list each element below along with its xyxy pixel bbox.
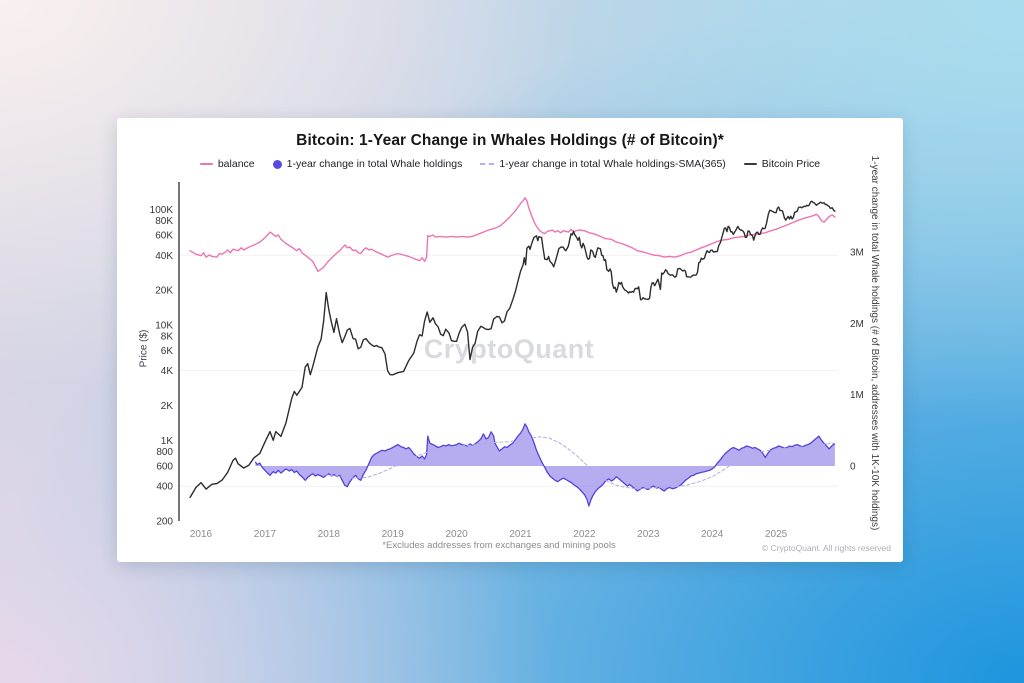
x-axis-tick-label: 2019 xyxy=(382,529,405,540)
chart-card: Bitcoin: 1-Year Change in Whales Holding… xyxy=(117,118,903,562)
left-axis-tick-label: 6K xyxy=(161,346,174,357)
legend-item-label: balance xyxy=(217,158,255,170)
right-axis-tick-label: 1M xyxy=(850,390,864,401)
left-axis-tick-label: 800 xyxy=(156,447,173,458)
chart-title: Bitcoin: 1-Year Change in Whales Holding… xyxy=(296,132,724,149)
x-axis-tick-label: 2025 xyxy=(765,529,788,540)
x-axis-tick-label: 2016 xyxy=(190,529,213,540)
legend-dot-icon xyxy=(272,159,282,169)
x-axis-tick-label: 2021 xyxy=(509,529,532,540)
x-axis-tick-label: 2017 xyxy=(254,529,277,540)
x-axis-tick-label: 2018 xyxy=(318,529,341,540)
legend-item[interactable]: balance xyxy=(199,158,255,170)
whale-change-sma-line xyxy=(318,436,836,490)
right-axis-tick-label: 2M xyxy=(850,319,864,330)
bitcoin-price-line xyxy=(189,200,836,499)
right-axis-tick-label: 0 xyxy=(850,462,856,473)
legend-item[interactable]: Bitcoin Price xyxy=(743,158,821,170)
x-axis-tick-label: 2020 xyxy=(445,529,468,540)
copyright-notice: © CryptoQuant. All rights reserved xyxy=(761,543,891,553)
x-axis-tick-label: 2024 xyxy=(701,529,724,540)
x-axis-tick-label: 2022 xyxy=(573,529,596,540)
chart-legend: balance 1-year change in total Whale hold… xyxy=(117,158,903,170)
cryptoquant-watermark: CryptoQuant xyxy=(423,334,595,364)
legend-item-label: 1-year change in total Whale holdings xyxy=(286,158,463,170)
left-axis-tick-label: 60K xyxy=(155,230,173,241)
legend-dashed-line-icon xyxy=(480,163,495,165)
right-axis-tick-label: 3M xyxy=(850,248,864,259)
left-axis-tick-label: 1K xyxy=(161,436,174,447)
x-axis-tick-label: 2023 xyxy=(637,529,660,540)
legend-item-label: Bitcoin Price xyxy=(761,158,821,170)
legend-line-icon xyxy=(199,163,213,165)
legend-item[interactable]: 1-year change in total Whale holdings-SM… xyxy=(480,158,726,170)
chart-footnote: *Excludes addresses from exchanges and m… xyxy=(382,540,616,551)
left-axis-tick-label: 8K xyxy=(161,332,174,343)
legend-item-label: 1-year change in total Whale holdings-SM… xyxy=(499,158,726,170)
left-axis-tick-label: 20K xyxy=(155,286,173,297)
left-axis-title: Price ($) xyxy=(138,329,150,368)
balance-line xyxy=(189,197,836,273)
whale-change-area xyxy=(255,423,835,506)
left-axis-tick-label: 2K xyxy=(161,401,174,412)
left-axis-tick-label: 600 xyxy=(156,461,173,472)
right-axis-title: 1-year change in total Whale holdings (#… xyxy=(869,155,880,531)
left-axis-tick-label: 200 xyxy=(156,517,173,528)
left-axis-tick-label: 80K xyxy=(155,216,173,227)
left-axis-tick-label: 40K xyxy=(155,251,173,262)
left-axis-tick-label: 4K xyxy=(161,366,174,377)
left-axis-tick-label: 10K xyxy=(155,320,173,331)
legend-line-icon xyxy=(743,163,757,165)
legend-item[interactable]: 1-year change in total Whale holdings xyxy=(272,158,463,170)
left-axis-tick-label: 100K xyxy=(150,205,174,216)
left-axis-tick-label: 400 xyxy=(156,482,173,493)
whale-change-line xyxy=(254,423,836,507)
